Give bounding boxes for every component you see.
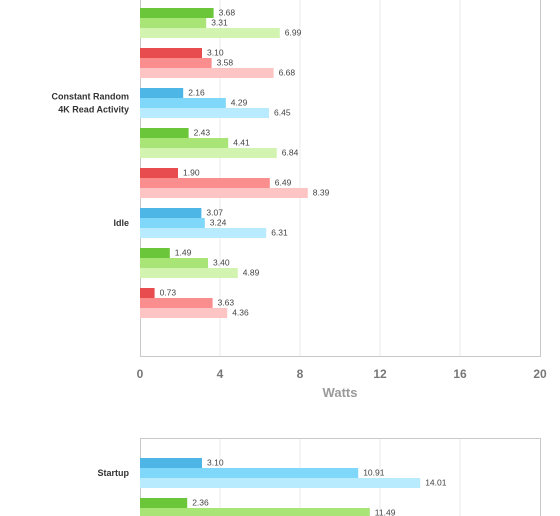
category-label: Startup	[98, 468, 130, 478]
bar	[140, 308, 228, 318]
bar	[140, 108, 269, 118]
bar	[140, 188, 308, 198]
bar-value-label: 10.91	[363, 468, 385, 478]
bar-value-label: 3.63	[218, 298, 235, 308]
bar-value-label: 2.43	[194, 128, 211, 138]
bar	[140, 68, 274, 78]
bar-value-label: 6.99	[285, 28, 302, 38]
x-tick-label: 20	[533, 367, 547, 381]
bar	[140, 148, 277, 158]
bar	[140, 98, 226, 108]
bar	[140, 128, 189, 138]
bar-value-label: 6.84	[282, 148, 299, 158]
bar-value-label: 3.10	[207, 458, 224, 468]
bar-value-label: 8.39	[313, 188, 330, 198]
bar-value-label: 14.01	[425, 478, 447, 488]
bar-value-label: 0.73	[160, 288, 177, 298]
bar-value-label: 1.49	[175, 248, 192, 258]
bar	[140, 8, 214, 18]
chart-2: Startup 3.10 10.91 14.01 2.36 11.49	[98, 438, 541, 516]
bar	[140, 498, 188, 508]
bar-value-label: 1.90	[183, 168, 200, 178]
bar-value-label: 6.31	[271, 228, 288, 238]
category-label: Constant Random 4K Read Activity	[52, 92, 130, 115]
bar	[140, 28, 280, 38]
bar-value-label: 3.58	[217, 58, 234, 68]
bar	[140, 288, 155, 298]
bar	[140, 268, 238, 278]
bar	[140, 88, 184, 98]
bar	[140, 298, 213, 308]
bar-value-label: 4.89	[243, 268, 260, 278]
bar	[140, 218, 205, 228]
bar-value-label: 2.16	[188, 88, 205, 98]
bar-value-label: 4.41	[233, 138, 250, 148]
bar-value-label: 3.07	[206, 208, 223, 218]
bar	[140, 458, 202, 468]
bar-value-label: 11.49	[375, 508, 396, 516]
bar-value-label: 6.45	[274, 108, 291, 118]
bar	[140, 468, 359, 478]
bar	[140, 58, 212, 68]
bar-value-label: 2.36	[192, 498, 209, 508]
x-axis-title: Watts	[323, 385, 358, 400]
bar	[140, 248, 170, 258]
bar	[140, 48, 202, 58]
x-tick-label: 4	[217, 367, 224, 381]
bar-value-label: 3.10	[207, 48, 224, 58]
x-tick-label: 16	[453, 367, 467, 381]
bar-value-label: 3.31	[211, 18, 228, 28]
bar-value-label: 3.68	[219, 8, 236, 18]
bar	[140, 508, 370, 516]
bar	[140, 478, 421, 488]
bar	[140, 208, 202, 218]
bar	[140, 178, 270, 188]
bar	[140, 228, 267, 238]
bar-value-label: 3.40	[213, 258, 230, 268]
bar-value-label: 6.49	[275, 178, 292, 188]
bar	[140, 258, 208, 268]
x-tick-label: 0	[137, 367, 144, 381]
bar-value-label: 4.36	[232, 308, 249, 318]
category-label: Idle	[113, 218, 129, 228]
bar	[140, 138, 229, 148]
bar-value-label: 6.68	[279, 68, 296, 78]
x-tick-label: 8	[297, 367, 304, 381]
chart-1: 3.683.31 6.99 3.103.58 6.68 Constant Random 4…	[52, 0, 547, 400]
bar	[140, 18, 207, 28]
x-tick-label: 12	[373, 367, 387, 381]
bar	[140, 168, 178, 178]
bar-value-label: 4.29	[231, 98, 248, 108]
bar-value-label: 3.24	[210, 218, 227, 228]
